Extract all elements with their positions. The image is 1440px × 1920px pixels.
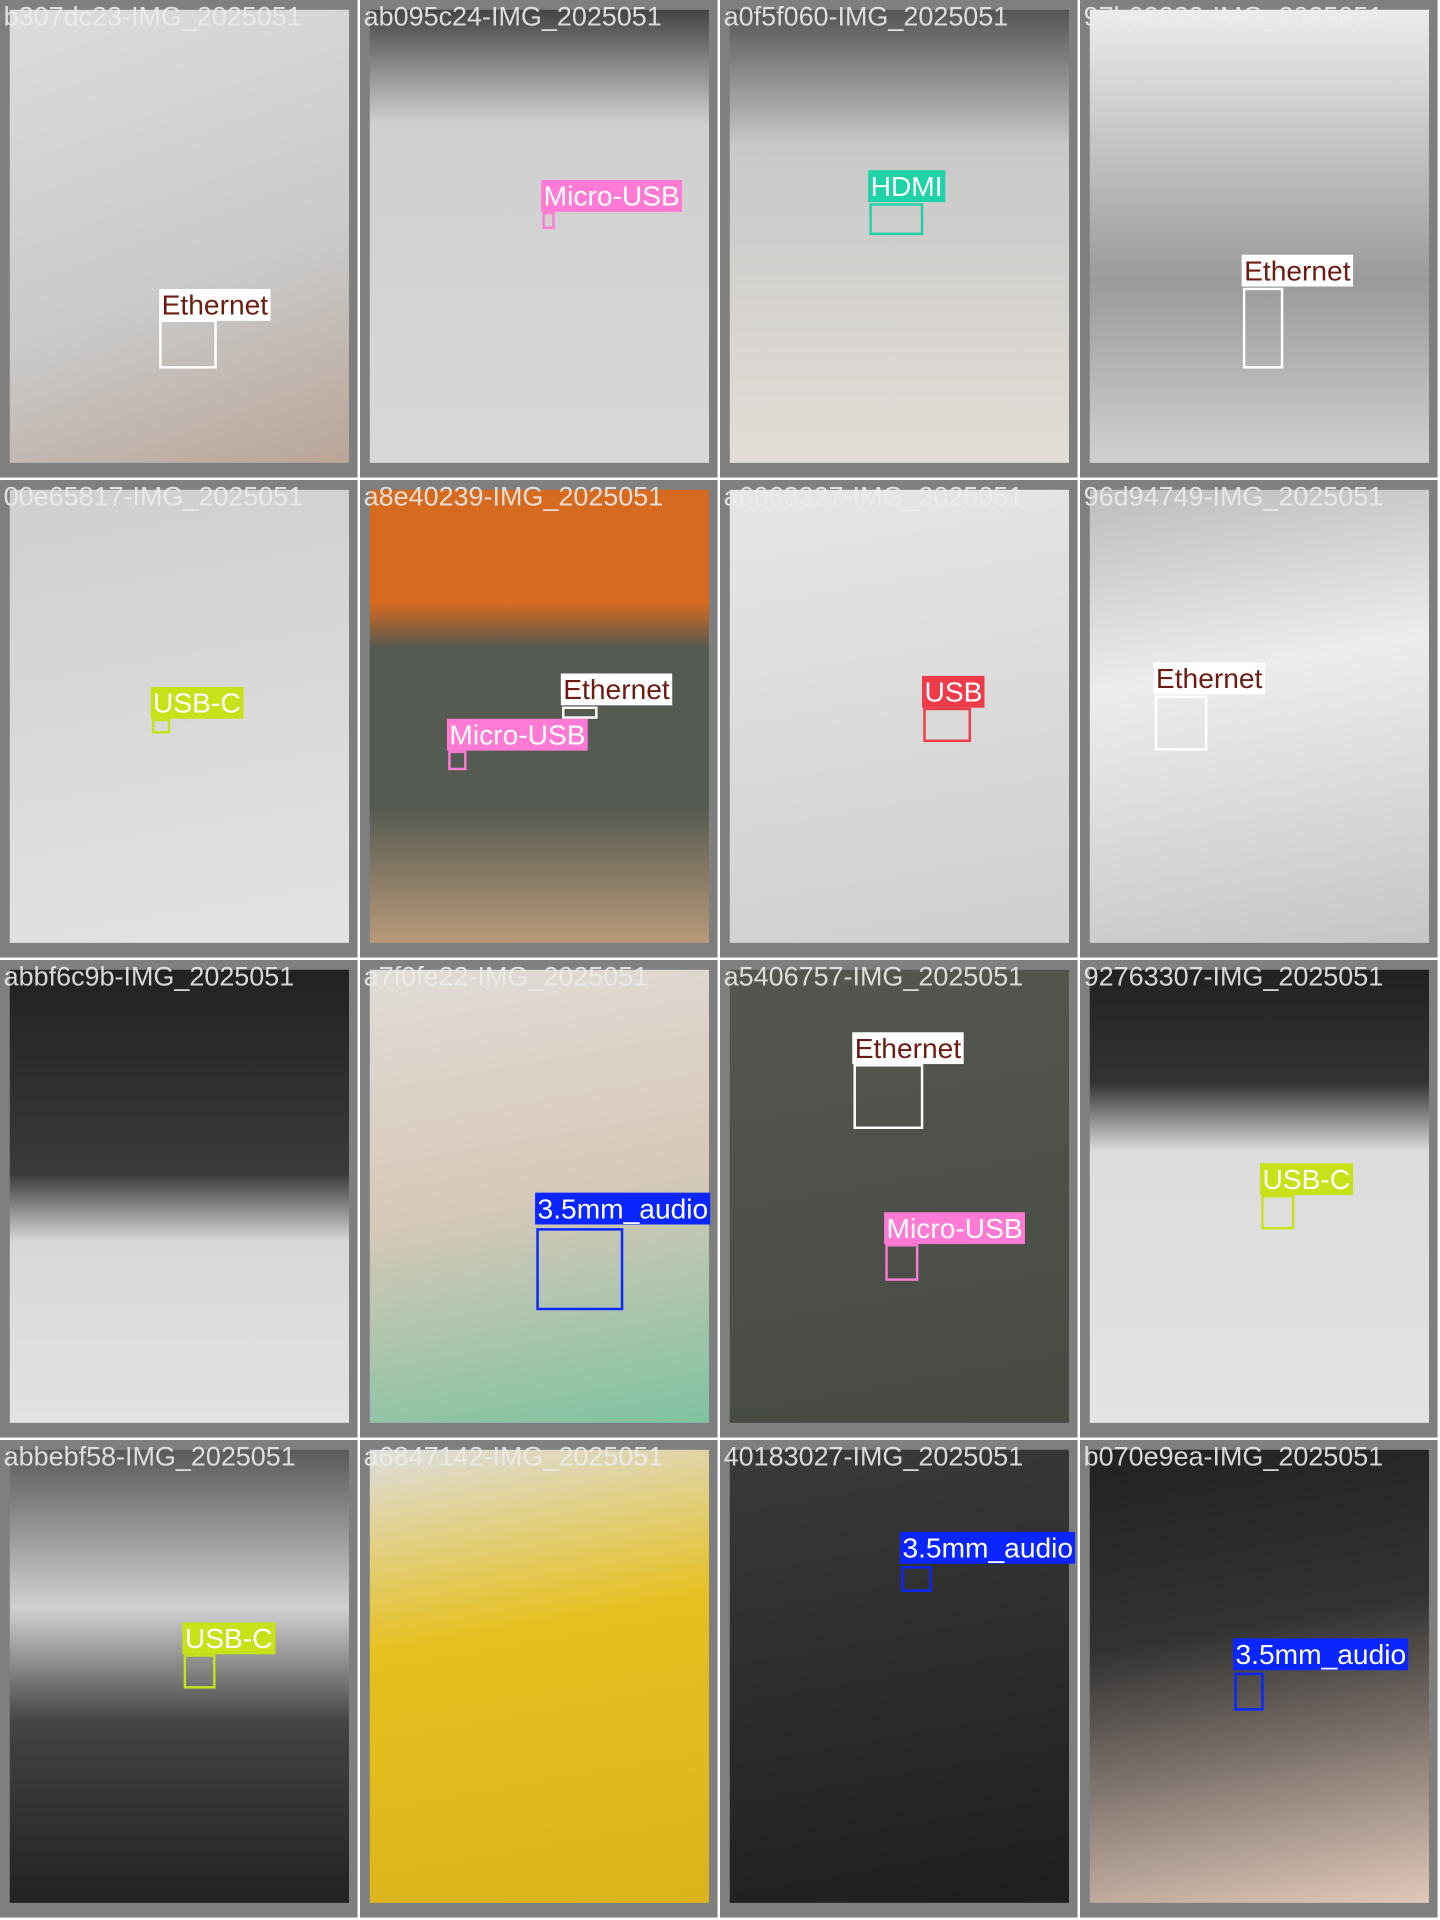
photo (1089, 969, 1429, 1423)
tile: ab095c24-IMG_2025051 (360, 0, 718, 478)
bounding-box (151, 718, 171, 734)
photo (9, 969, 349, 1423)
tile: abbf6c9b-IMG_2025051 (0, 960, 358, 1438)
bounding-box (1261, 1195, 1295, 1230)
bounding-box (536, 1228, 624, 1311)
tile: b307dc23-IMG_2025051 (0, 0, 358, 478)
photo (9, 9, 349, 463)
box-label: Ethernet (852, 1032, 964, 1065)
filename: ab095c24-IMG_2025051 (363, 1, 662, 32)
tile: a6847142-IMG_2025051 (360, 1440, 718, 1918)
photo (369, 489, 709, 943)
bounding-box (1154, 695, 1208, 751)
box-label: 3.5mm_audio (900, 1531, 1076, 1564)
box-label: Micro-USB (884, 1212, 1026, 1245)
box-label: Ethernet (159, 288, 271, 321)
box-label: Micro-USB (446, 718, 588, 751)
box-label: Ethernet (1153, 662, 1265, 695)
filename: 00e65817-IMG_2025051 (3, 481, 304, 512)
photo (369, 9, 709, 463)
filename: 96d94749-IMG_2025051 (1083, 481, 1384, 512)
tile: a8e40239-IMG_2025051 (360, 480, 718, 958)
bounding-box (885, 1244, 919, 1281)
photo (729, 1449, 1069, 1903)
bounding-box (562, 706, 598, 719)
photo (1089, 1449, 1429, 1903)
box-label: USB-C (1260, 1163, 1353, 1196)
photo (369, 1449, 709, 1903)
box-label: USB-C (150, 686, 244, 719)
tile: 92763307-IMG_2025051 (1080, 960, 1438, 1438)
bounding-box (542, 211, 555, 229)
bounding-box (869, 203, 924, 236)
filename: a6063327-IMG_2025051 (723, 481, 1024, 512)
tile: b070e9ea-IMG_2025051 (1080, 1440, 1438, 1918)
filename: b070e9ea-IMG_2025051 (1083, 1441, 1384, 1472)
tile: a0f5f060-IMG_2025051 (720, 0, 1078, 478)
bounding-box (159, 319, 217, 369)
photo (729, 9, 1069, 463)
tile: 97b02222-IMG_2025051 (1080, 0, 1438, 478)
tile: a6063327-IMG_2025051 (720, 480, 1078, 958)
box-label: USB (922, 675, 985, 708)
filename: 92763307-IMG_2025051 (1083, 961, 1384, 992)
bounding-box (923, 707, 972, 743)
filename: a0f5f060-IMG_2025051 (723, 1, 1009, 32)
box-label: 3.5mm_audio (1233, 1638, 1409, 1671)
filename: 40183027-IMG_2025051 (723, 1441, 1024, 1472)
photo (9, 1449, 349, 1903)
bounding-box (901, 1566, 932, 1592)
bounding-box (853, 1064, 924, 1129)
photo (1089, 489, 1429, 943)
box-label: HDMI (868, 170, 946, 203)
filename: b307dc23-IMG_2025051 (3, 1, 302, 32)
filename: abbf6c9b-IMG_2025051 (3, 961, 295, 992)
box-label: Ethernet (560, 673, 673, 706)
tile: 96d94749-IMG_2025051 (1080, 480, 1438, 958)
photo (729, 489, 1069, 943)
box-label: Ethernet (1241, 254, 1354, 287)
box-label: 3.5mm_audio (535, 1192, 711, 1225)
tile: abbebf58-IMG_2025051 (0, 1440, 358, 1918)
bounding-box (183, 1654, 216, 1689)
filename: a6847142-IMG_2025051 (363, 1441, 664, 1472)
bounding-box (1234, 1672, 1264, 1711)
filename: a8e40239-IMG_2025051 (363, 481, 664, 512)
box-label: Micro-USB (541, 180, 683, 212)
tile: a5406757-IMG_2025051 (720, 960, 1078, 1438)
filename: 97b02222-IMG_2025051 (1083, 1, 1384, 32)
photo (1089, 9, 1429, 463)
tile: 40183027-IMG_2025051 (720, 1440, 1078, 1918)
bounding-box (448, 750, 467, 771)
filename: abbebf58-IMG_2025051 (3, 1441, 296, 1472)
filename: a5406757-IMG_2025051 (723, 961, 1024, 992)
filename: a7f0fe22-IMG_2025051 (363, 961, 649, 992)
bounding-box (1242, 287, 1284, 369)
box-label: USB-C (182, 1622, 275, 1655)
